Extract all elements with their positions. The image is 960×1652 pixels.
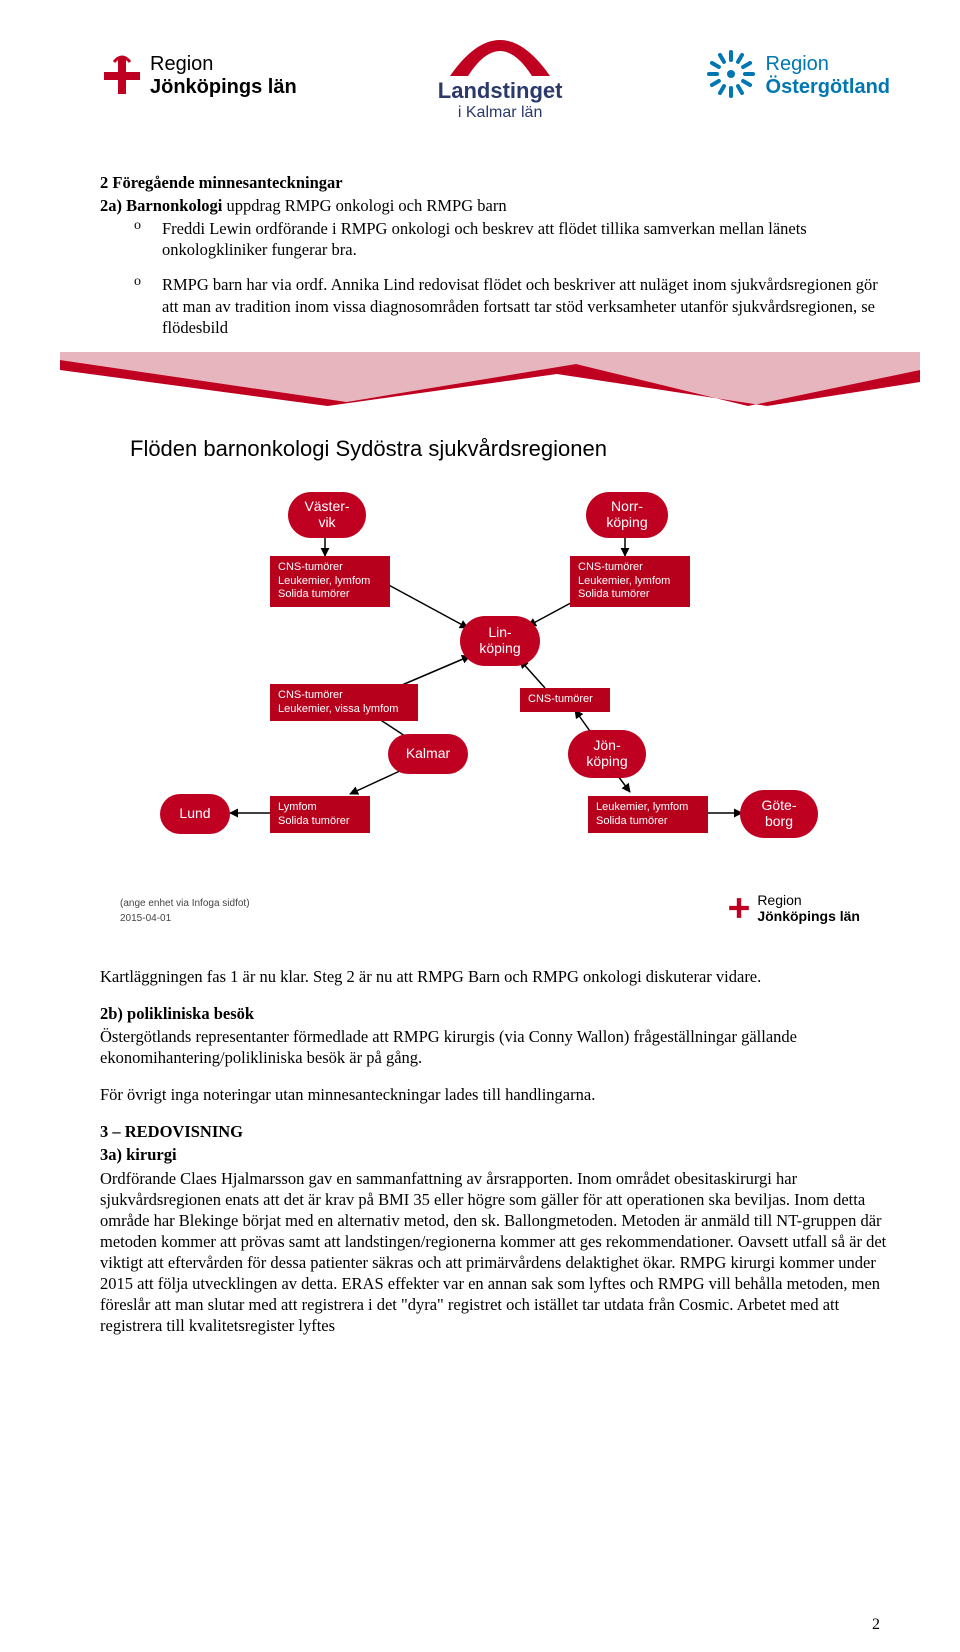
page-number: 2	[872, 1616, 880, 1634]
label-box: CNS-tumörerLeukemier, vissa lymfom	[270, 684, 418, 722]
paragraph: Kartläggningen fas 1 är nu klar. Steg 2 …	[100, 966, 890, 987]
list-item: o RMPG barn har via ordf. Annika Lind re…	[134, 274, 890, 337]
logo-text: Region	[766, 53, 890, 76]
flowchart-body: Väster-vik Norr-köping Lin-köping Kalmar…	[120, 498, 920, 858]
list-item: o Freddi Lewin ordförande i RMPG onkolog…	[134, 218, 890, 260]
heading-3: 3 – REDOVISNING	[100, 1121, 890, 1142]
decorative-bar	[60, 352, 920, 406]
bullet-icon: o	[134, 274, 162, 337]
diagram-footer: (ange enhet via Infoga sidfot) 2015-04-0…	[120, 892, 860, 924]
section-2: 2 Föregående minnesanteckningar 2a) Barn…	[100, 172, 890, 338]
paragraph: För övrigt inga noteringar utan minnesan…	[100, 1084, 890, 1105]
bullet-icon: o	[134, 218, 162, 260]
subheading-2a: 2a) Barnonkologi uppdrag RMPG onkologi o…	[100, 195, 890, 216]
logo-text: Landstinget	[438, 78, 563, 104]
logo-text: Jönköpings län	[150, 76, 297, 99]
node-goteborg: Göte-borg	[740, 790, 818, 838]
logo-region-jonkoping: Region Jönköpings län	[100, 53, 297, 99]
footer-date: 2015-04-01	[120, 913, 250, 924]
burst-icon	[704, 47, 758, 106]
node-vastervik: Väster-vik	[288, 492, 366, 538]
node-jonkoping: Jön-köping	[568, 730, 646, 778]
subheading-3a: 3a) kirurgi	[100, 1144, 890, 1165]
node-norrkoping: Norr-köping	[586, 492, 668, 538]
cross-icon	[727, 896, 751, 920]
flowchart-diagram: Flöden barnonkologi Sydöstra sjukvårdsre…	[60, 352, 920, 924]
heading-2: 2 Föregående minnesanteckningar	[100, 172, 890, 193]
node-linkoping: Lin-köping	[460, 616, 540, 666]
logo-region-ostergotland: Region Östergötland	[704, 47, 890, 106]
paragraph: Ordförande Claes Hjalmarsson gav en samm…	[100, 1168, 890, 1337]
logo-landstinget-kalmar: Landstinget i Kalmar län	[438, 30, 563, 122]
node-lund: Lund	[160, 794, 230, 834]
logo-header: Region Jönköpings län Landstinget i Kalm…	[100, 30, 890, 122]
after-diagram: Kartläggningen fas 1 är nu klar. Steg 2 …	[100, 944, 890, 1337]
node-kalmar: Kalmar	[388, 734, 468, 774]
logo-text: Region	[150, 53, 297, 76]
label-box: Leukemier, lymfomSolida tumörer	[588, 796, 708, 834]
cross-icon	[100, 54, 144, 98]
diagram-title: Flöden barnonkologi Sydöstra sjukvårdsre…	[130, 436, 920, 462]
paragraph: Östergötlands representanter förmedlade …	[100, 1026, 890, 1068]
subheading-2b: 2b) polikliniska besök	[100, 1003, 890, 1024]
label-box: LymfomSolida tumörer	[270, 796, 370, 834]
logo-text: i Kalmar län	[458, 104, 542, 122]
label-box: CNS-tumörerLeukemier, lymfomSolida tumör…	[270, 556, 390, 607]
label-box: CNS-tumörer	[520, 688, 610, 712]
footer-note: (ange enhet via Infoga sidfot)	[120, 898, 250, 909]
bullet-text: RMPG barn har via ordf. Annika Lind redo…	[162, 274, 890, 337]
label-box: CNS-tumörerLeukemier, lymfomSolida tumör…	[570, 556, 690, 607]
logo-text: Östergötland	[766, 76, 890, 99]
footer-logo: Region Jönköpings län	[727, 892, 860, 924]
bullet-text: Freddi Lewin ordförande i RMPG onkologi …	[162, 218, 890, 260]
arch-icon	[440, 30, 560, 78]
